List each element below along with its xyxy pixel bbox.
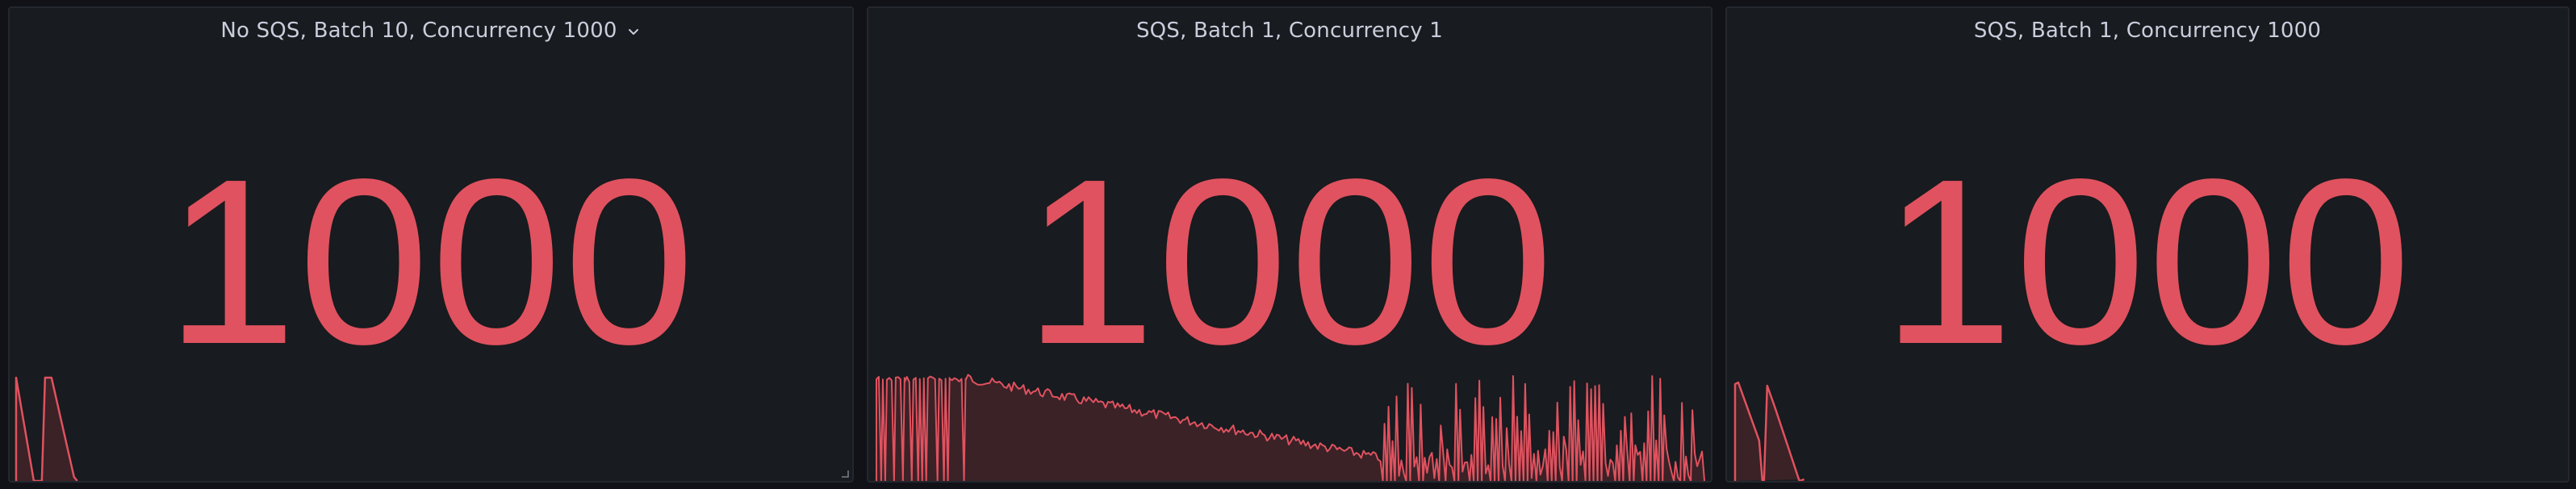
panel-title[interactable]: SQS, Batch 1, Concurrency 1000	[1973, 19, 2322, 43]
sparkline-line	[1733, 381, 1805, 481]
panel-title[interactable]: No SQS, Batch 10, Concurrency 1000	[220, 19, 617, 43]
stat-panel-sqs-batch1-conc1000[interactable]: SQS, Batch 1, Concurrency 1000 1000	[1725, 6, 2570, 483]
resize-handle-icon[interactable]	[839, 468, 849, 478]
sparkline-chart	[1733, 381, 1805, 481]
sparkline-line	[875, 374, 1706, 481]
sparkline-chart	[15, 376, 78, 481]
panel-title[interactable]: SQS, Batch 1, Concurrency 1	[1135, 19, 1444, 43]
sparkline-line	[15, 376, 78, 481]
chevron-down-icon[interactable]	[625, 24, 642, 40]
sparkline-area	[1734, 382, 1804, 481]
panel-header[interactable]: SQS, Batch 1, Concurrency 1000	[1727, 8, 2568, 53]
panel-header[interactable]: No SQS, Batch 10, Concurrency 1000	[10, 8, 852, 53]
panel-header[interactable]: SQS, Batch 1, Concurrency 1	[868, 8, 1711, 53]
stat-value: 1000	[1882, 130, 2413, 393]
stat-value: 1000	[165, 130, 696, 393]
sparkline-chart	[875, 374, 1706, 481]
sparkline-area	[15, 378, 77, 481]
stat-panel-sqs-batch1-conc1[interactable]: SQS, Batch 1, Concurrency 1 1000	[867, 6, 1712, 483]
stat-panel-no-sqs-batch10-conc1000[interactable]: No SQS, Batch 10, Concurrency 1000 1000	[8, 6, 854, 483]
stat-value: 1000	[1024, 130, 1555, 393]
